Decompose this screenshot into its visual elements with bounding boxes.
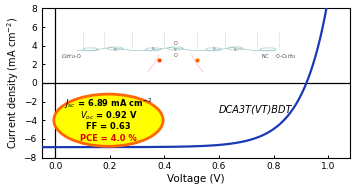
Y-axis label: Current density (mA cm$^{-2}$): Current density (mA cm$^{-2}$) [5, 17, 21, 149]
X-axis label: Voltage (V): Voltage (V) [167, 174, 225, 184]
Ellipse shape [54, 94, 163, 146]
Text: PCE = 4.0 %: PCE = 4.0 % [80, 134, 137, 143]
Text: S: S [152, 47, 155, 51]
Text: S: S [212, 47, 215, 51]
Text: DCA3T(VT)BDT: DCA3T(VT)BDT [219, 104, 293, 114]
Text: $V_{oc}$ = 0.92 V: $V_{oc}$ = 0.92 V [80, 109, 137, 122]
Text: $C_6H_{13}$-O: $C_6H_{13}$-O [61, 52, 82, 61]
Text: $J_{sc}$ = 6.89 mA cm$^{-2}$: $J_{sc}$ = 6.89 mA cm$^{-2}$ [64, 96, 153, 111]
Text: S: S [234, 48, 237, 52]
Text: S: S [174, 48, 177, 52]
Text: NC     O-$C_6H_{13}$: NC O-$C_6H_{13}$ [261, 52, 297, 61]
Text: FF = 0.63: FF = 0.63 [86, 122, 131, 131]
Text: S: S [114, 48, 116, 52]
Text: O: O [174, 41, 177, 46]
Text: O: O [174, 53, 177, 58]
